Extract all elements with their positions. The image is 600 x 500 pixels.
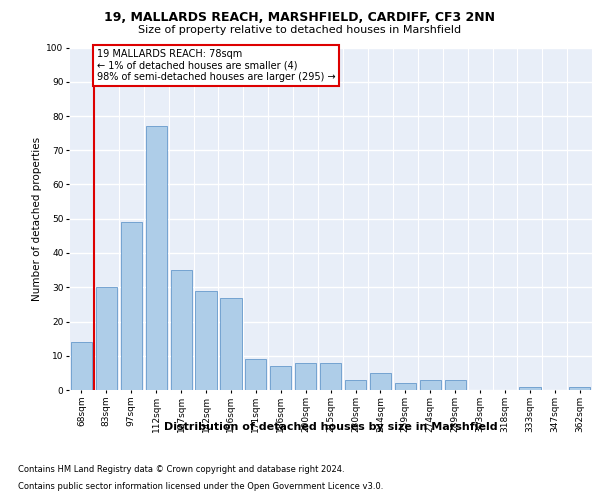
Bar — [295, 362, 316, 390]
Bar — [245, 359, 266, 390]
Bar — [96, 287, 117, 390]
Bar — [220, 298, 242, 390]
Bar — [345, 380, 366, 390]
Bar — [121, 222, 142, 390]
Text: Contains public sector information licensed under the Open Government Licence v3: Contains public sector information licen… — [18, 482, 383, 491]
Bar — [569, 386, 590, 390]
Text: Distribution of detached houses by size in Marshfield: Distribution of detached houses by size … — [164, 422, 497, 432]
Bar — [71, 342, 92, 390]
Bar — [445, 380, 466, 390]
Bar — [196, 290, 217, 390]
Bar — [146, 126, 167, 390]
Bar — [520, 386, 541, 390]
Y-axis label: Number of detached properties: Number of detached properties — [32, 136, 42, 301]
Bar — [270, 366, 292, 390]
Text: 19 MALLARDS REACH: 78sqm
← 1% of detached houses are smaller (4)
98% of semi-det: 19 MALLARDS REACH: 78sqm ← 1% of detache… — [97, 49, 335, 82]
Text: 19, MALLARDS REACH, MARSHFIELD, CARDIFF, CF3 2NN: 19, MALLARDS REACH, MARSHFIELD, CARDIFF,… — [104, 11, 496, 24]
Bar — [370, 373, 391, 390]
Bar — [320, 362, 341, 390]
Bar — [170, 270, 192, 390]
Text: Size of property relative to detached houses in Marshfield: Size of property relative to detached ho… — [139, 25, 461, 35]
Text: Contains HM Land Registry data © Crown copyright and database right 2024.: Contains HM Land Registry data © Crown c… — [18, 465, 344, 474]
Bar — [419, 380, 441, 390]
Bar — [395, 383, 416, 390]
